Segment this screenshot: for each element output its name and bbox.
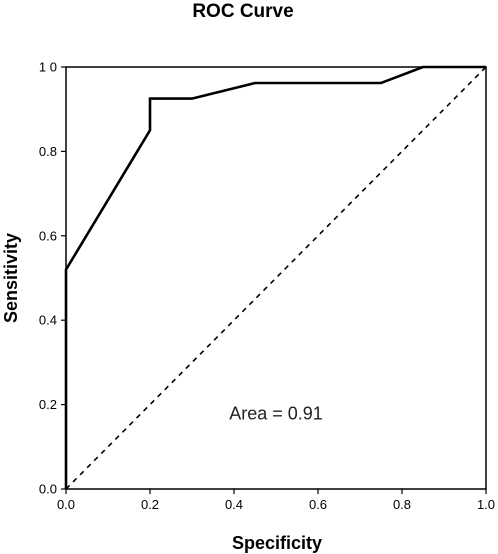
- x-tick-label: 0.4: [225, 497, 243, 512]
- axis-ticks: 0.0 0.2 0.4 0.6 0.8 1.0 0.0 0.2 0.4 0.6 0.8 1 0: [39, 60, 495, 513]
- x-tick-label: 1.0: [477, 497, 495, 512]
- y-tick-label: 0.8: [39, 144, 57, 159]
- y-tick-label: 0.4: [39, 313, 57, 328]
- annotation-layer: Area = 0.91: [229, 403, 323, 423]
- roc-curve-line: [64, 65, 486, 489]
- reference-line: [65, 66, 487, 490]
- x-tick-label: 0.2: [141, 497, 159, 512]
- x-tick-label: 0.6: [309, 497, 327, 512]
- y-tick-label: 0.6: [39, 228, 57, 243]
- y-tick-label: 0.0: [39, 482, 57, 497]
- series-layer: [64, 65, 487, 490]
- y-tick-label: 1 0: [39, 60, 57, 75]
- x-tick-label: 0.8: [393, 497, 411, 512]
- plot-frame: [65, 66, 487, 490]
- x-axis-label: Specificity: [232, 533, 322, 553]
- x-tick-label: 0.0: [57, 497, 75, 512]
- y-axis-label: Sensitivity: [1, 233, 21, 323]
- chart-title: ROC Curve: [192, 1, 293, 22]
- area-annotation: Area = 0.91: [229, 403, 323, 423]
- y-tick-label: 0.2: [39, 397, 57, 412]
